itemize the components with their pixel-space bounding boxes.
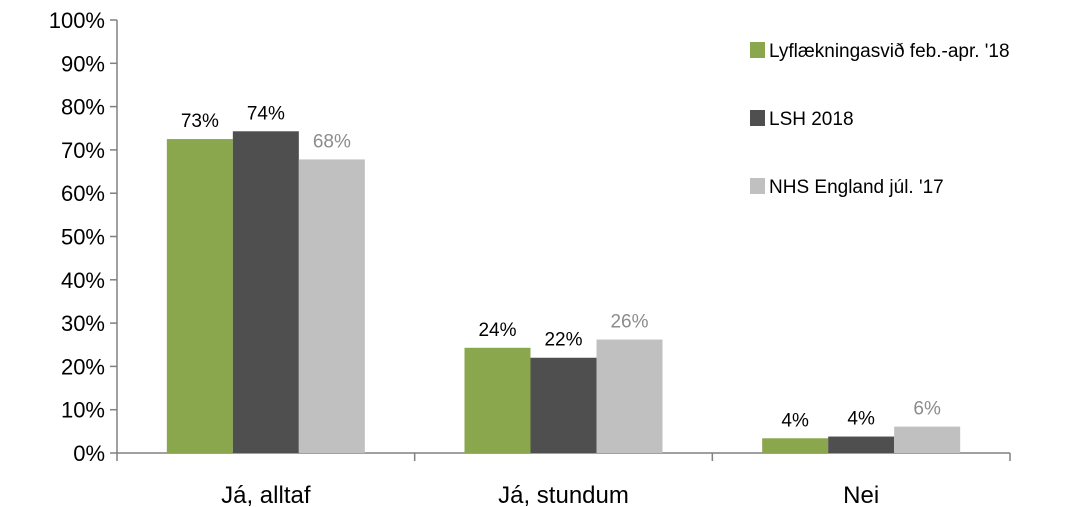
y-tick-label: 40% [61, 268, 105, 293]
data-label: 24% [478, 320, 516, 341]
legend-swatch [750, 178, 765, 194]
y-tick-label: 0% [73, 441, 105, 466]
bar [464, 347, 531, 453]
legend-swatch [750, 42, 765, 58]
y-tick-label: 10% [61, 398, 105, 423]
legend-label: LSH 2018 [769, 109, 854, 130]
legend-label: Lyflækningasvið feb.-apr. '18 [769, 41, 1010, 62]
bar [530, 357, 597, 453]
bars [166, 131, 961, 453]
data-label: 73% [181, 111, 219, 132]
y-tick-label: 70% [61, 138, 105, 163]
data-label: 6% [913, 399, 941, 420]
y-tick-label: 80% [61, 95, 105, 120]
bar [298, 159, 365, 453]
y-tick-label: 20% [61, 354, 105, 379]
bar [762, 438, 829, 453]
x-axis: Já, alltaf Já, stundum Nei [116, 452, 1011, 507]
y-tick-label: 30% [61, 311, 105, 336]
data-label: 22% [544, 330, 582, 351]
y-tick-label: 90% [61, 51, 105, 76]
x-category-label: Já, stundum [498, 482, 629, 507]
data-label: 4% [781, 410, 809, 431]
bar [232, 131, 299, 453]
bar [596, 339, 663, 453]
y-tick-label: 100% [49, 8, 105, 33]
data-label: 74% [247, 103, 285, 124]
legend-label: NHS England júl. '17 [769, 177, 944, 198]
data-label: 26% [610, 312, 648, 333]
data-labels: 73% 74% 68% 24% 22% 26% 4% 4% 6% [181, 103, 941, 431]
data-label: 68% [313, 131, 351, 152]
data-label: 4% [847, 409, 875, 430]
bar [166, 139, 233, 453]
y-axis: 0% 10% 20% 30% 40% 50% 60% 70% 80% 90% 100% [49, 8, 118, 466]
legend: Lyflækningasvið feb.-apr. '18 LSH 2018 NHS… [750, 41, 1010, 198]
legend-swatch [750, 110, 765, 126]
y-tick-label: 60% [61, 181, 105, 206]
bar [894, 426, 961, 453]
bar [828, 436, 895, 453]
x-category-label: Já, alltaf [221, 482, 311, 507]
y-tick-label: 50% [61, 225, 105, 250]
x-category-label: Nei [843, 482, 879, 507]
